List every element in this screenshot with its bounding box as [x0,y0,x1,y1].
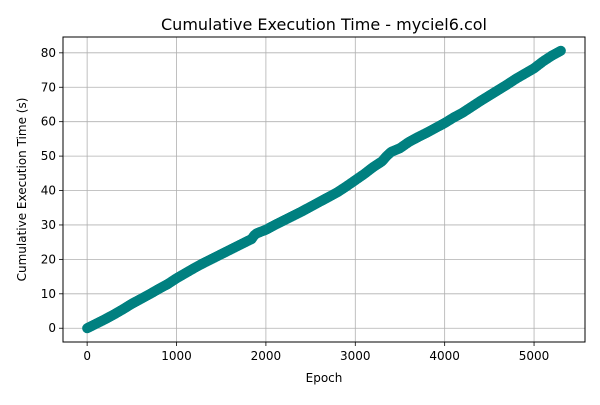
y-tick-label: 70 [41,80,56,94]
axis-ticks: 0 1000 2000 3000 4000 5000 0 10 20 30 40 50 60 70 80 [41,46,550,363]
y-tick-label: 60 [41,115,56,129]
x-tick-label: 2000 [251,349,282,363]
y-tick-label: 50 [41,149,56,163]
x-tick-label: 5000 [519,349,550,363]
x-tick-label: 0 [83,349,91,363]
x-axis-label: Epoch [306,371,343,385]
y-tick-label: 30 [41,218,56,232]
y-tick-label: 20 [41,252,56,266]
plot-area [82,45,566,334]
chart-title: Cumulative Execution Time - myciel6.col [161,15,487,34]
y-tick-label: 40 [41,184,56,198]
y-axis-label: Cumulative Execution Time (s) [15,98,29,282]
y-tick-label: 0 [48,321,56,335]
x-tick-label: 3000 [340,349,371,363]
plot-frame [62,36,586,343]
x-tick-label: 1000 [161,349,192,363]
y-tick-label: 10 [41,287,56,301]
x-tick-label: 4000 [429,349,460,363]
y-tick-label: 80 [41,46,56,60]
scatter-point [555,45,566,56]
